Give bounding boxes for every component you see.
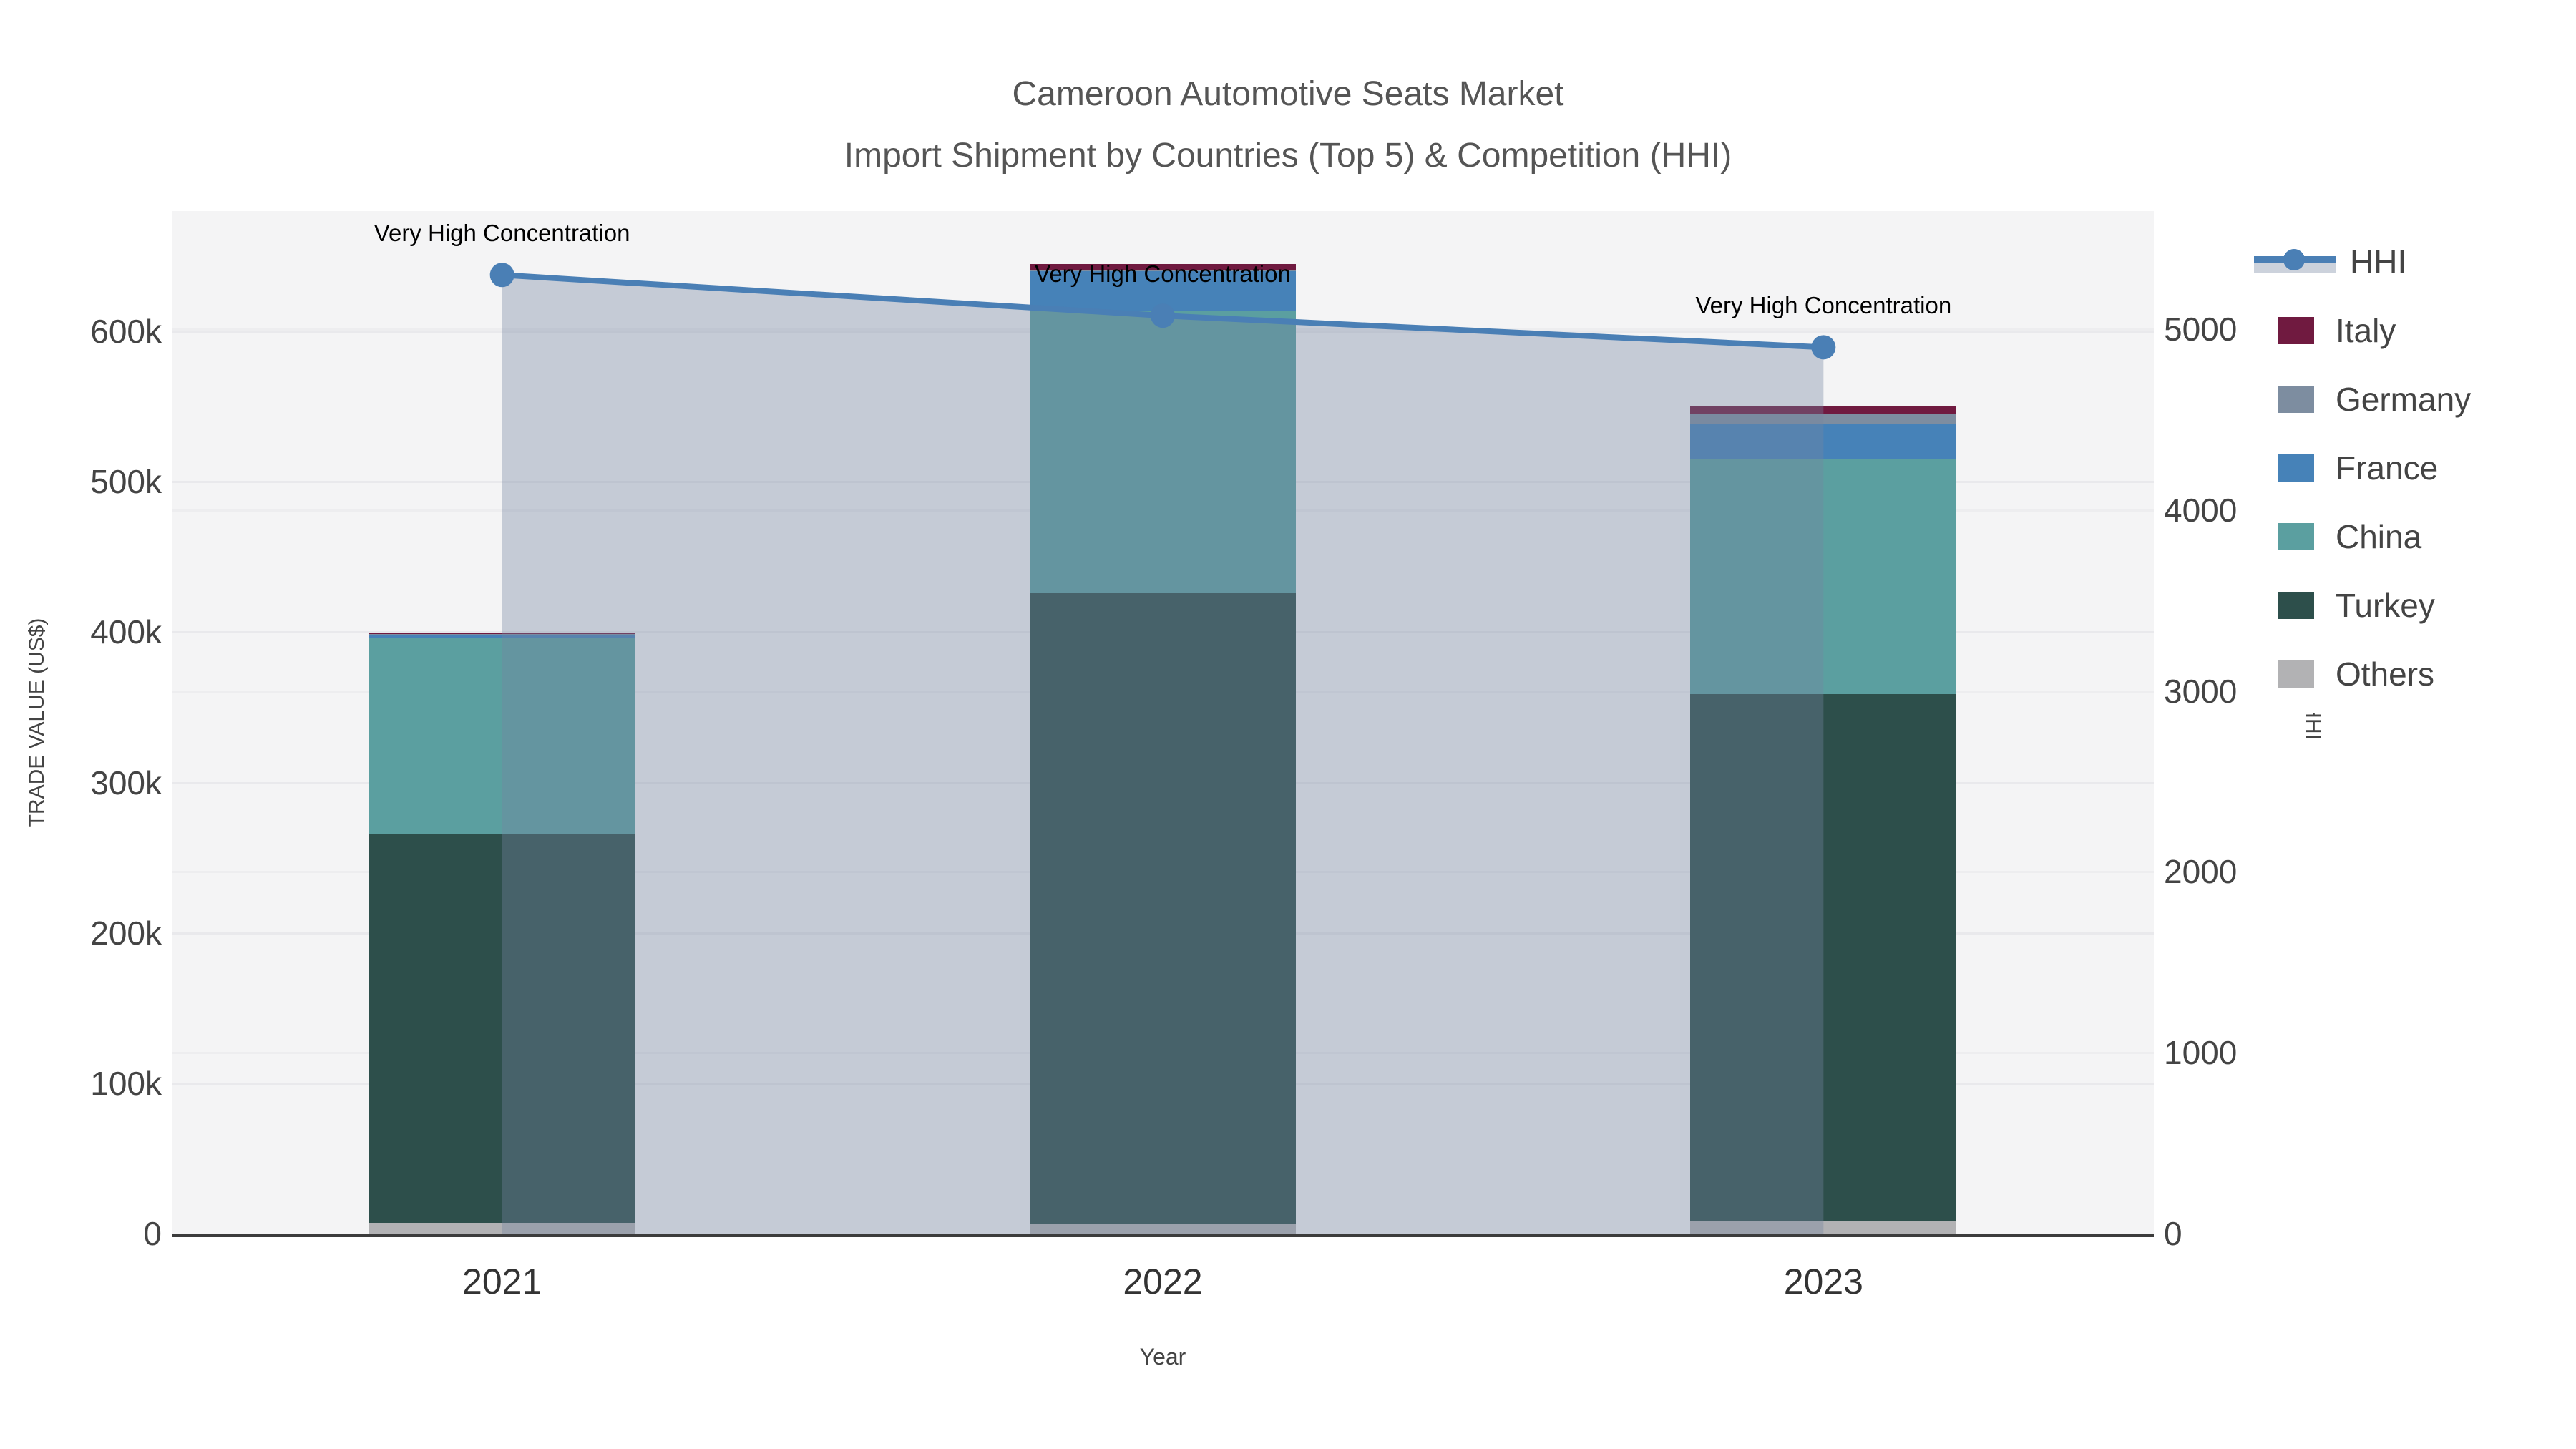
y-right-tick-label: 0 xyxy=(2164,1215,2182,1252)
x-axis-line xyxy=(172,1234,2154,1237)
turkey-swatch-icon xyxy=(2278,592,2314,619)
y-left-tick-label: 100k xyxy=(90,1064,162,1102)
legend-item-others[interactable]: Others xyxy=(2254,640,2471,708)
bar-segment-turkey-2021[interactable] xyxy=(369,834,635,1224)
chart-subtitle: Import Shipment by Countries (Top 5) & C… xyxy=(844,137,1732,175)
legend-label: Others xyxy=(2336,655,2435,693)
x-axis-title: Year xyxy=(1139,1344,1186,1370)
bar-segment-germany-2023[interactable] xyxy=(1690,414,1957,425)
bar-segment-others-2023[interactable] xyxy=(1690,1221,1957,1234)
y-left-tick-label: 200k xyxy=(90,914,162,952)
y-left-tick-label: 600k xyxy=(90,313,162,351)
legend-item-italy[interactable]: Italy xyxy=(2254,296,2471,365)
bar-segment-turkey-2022[interactable] xyxy=(1030,592,1296,1225)
y-left-tick-label: 500k xyxy=(90,463,162,501)
hhi-marker-2023[interactable] xyxy=(1811,335,1836,360)
legend-item-hhi[interactable]: HHI xyxy=(2254,228,2471,296)
legend-label: Turkey xyxy=(2336,587,2435,624)
y-right-tick-label: 2000 xyxy=(2164,853,2238,891)
bar-segment-germany-2021[interactable] xyxy=(369,634,635,635)
bar-segment-others-2022[interactable] xyxy=(1030,1224,1296,1234)
y-left-tick-label: 400k xyxy=(90,613,162,651)
x-tick-label-2021: 2021 xyxy=(462,1262,542,1302)
legend-item-turkey[interactable]: Turkey xyxy=(2254,571,2471,640)
bar-segment-italy-2022[interactable] xyxy=(1030,263,1296,270)
annotation-2023: Very High Concentration xyxy=(1695,292,1952,319)
y-left-tick-label: 300k xyxy=(90,763,162,801)
bar-segment-france-2023[interactable] xyxy=(1690,424,1957,459)
china-swatch-icon xyxy=(2278,523,2314,550)
bar-segment-italy-2023[interactable] xyxy=(1690,406,1957,414)
y-left-tick-label: 0 xyxy=(143,1215,162,1252)
hhi-line-legend-icon xyxy=(2254,248,2336,276)
legend-label: HHI xyxy=(2350,243,2407,280)
y-right-tick-label: 3000 xyxy=(2164,672,2238,710)
y-right-tick-label: 4000 xyxy=(2164,491,2238,529)
legend-label: France xyxy=(2336,449,2439,487)
bar-segment-italy-2021[interactable] xyxy=(369,633,635,635)
x-tick-label-2022: 2022 xyxy=(1123,1262,1203,1302)
bar-segment-france-2021[interactable] xyxy=(369,635,635,638)
legend-label: Germany xyxy=(2336,381,2472,418)
bar-segment-china-2023[interactable] xyxy=(1690,459,1957,694)
bar-segment-others-2021[interactable] xyxy=(369,1223,635,1234)
bar-segment-germany-2022[interactable] xyxy=(1030,269,1296,272)
legend-label: China xyxy=(2336,518,2422,555)
y-right-tick-label: 5000 xyxy=(2164,311,2238,348)
france-swatch-icon xyxy=(2278,454,2314,482)
bar-segment-china-2021[interactable] xyxy=(369,638,635,834)
bar-segment-turkey-2023[interactable] xyxy=(1690,693,1957,1222)
annotation-2022: Very High Concentration xyxy=(1035,260,1291,288)
hhi-marker-2022[interactable] xyxy=(1151,303,1175,328)
x-tick-label-2023: 2023 xyxy=(1783,1262,1863,1302)
legend-label: Italy xyxy=(2336,312,2396,349)
legend-item-germany[interactable]: Germany xyxy=(2254,365,2471,434)
others-swatch-icon xyxy=(2278,660,2314,688)
legend-item-china[interactable]: China xyxy=(2254,502,2471,571)
germany-swatch-icon xyxy=(2278,386,2314,413)
annotation-2021: Very High Concentration xyxy=(374,220,630,247)
hhi-marker-2021[interactable] xyxy=(489,263,514,288)
chart-title: Cameroon Automotive Seats Market xyxy=(1012,75,1564,113)
legend: HHI Italy Germany France China Turkey Others xyxy=(2247,223,2479,713)
y-right-tick-label: 1000 xyxy=(2164,1034,2238,1072)
legend-item-france[interactable]: France xyxy=(2254,434,2471,502)
italy-swatch-icon xyxy=(2278,317,2314,344)
bar-segment-china-2022[interactable] xyxy=(1030,310,1296,593)
